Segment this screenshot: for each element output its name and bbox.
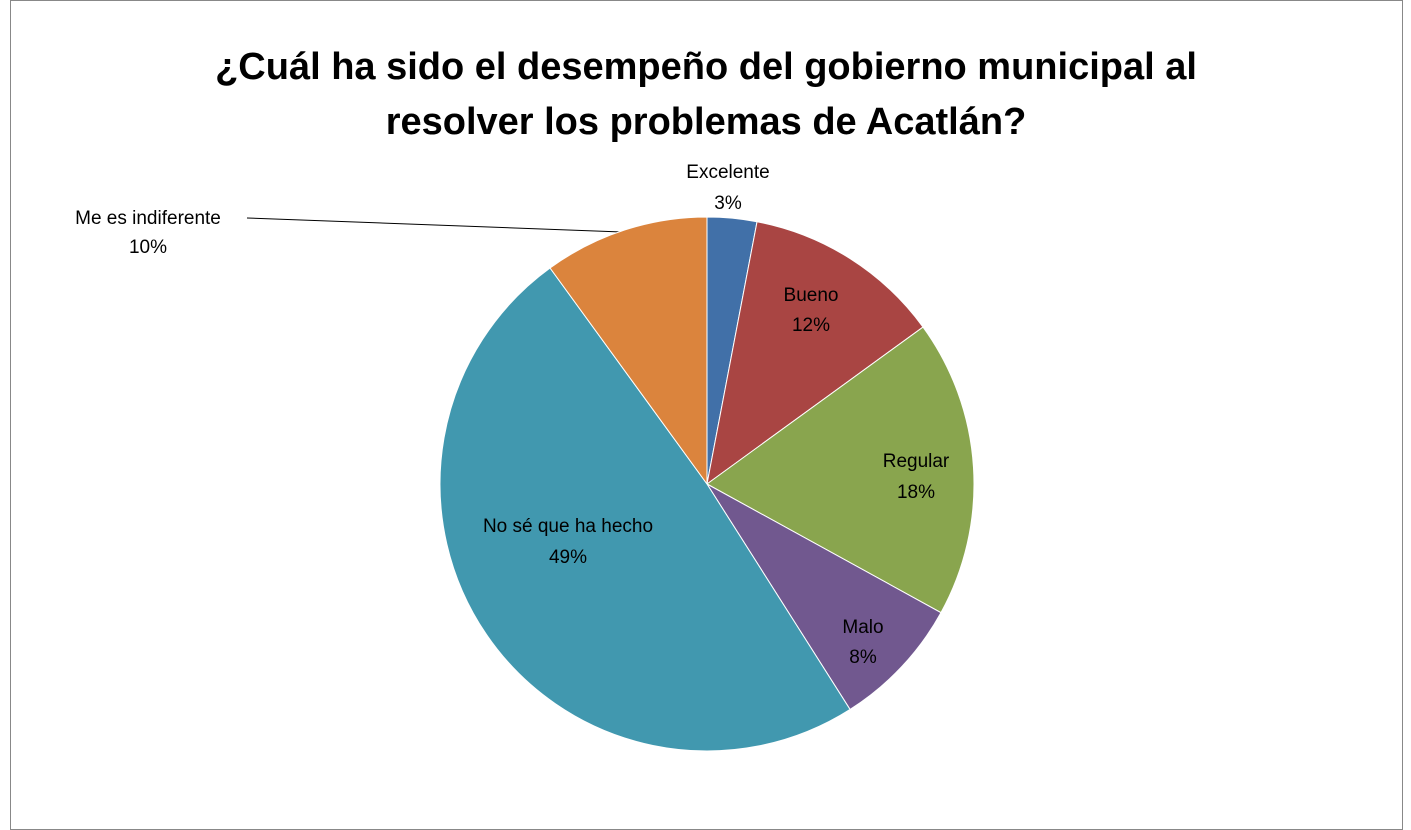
- slice-value-label: 12%: [792, 315, 830, 336]
- slice-label: Me es indiferente: [75, 208, 221, 229]
- pie-slice: [706, 326, 975, 614]
- slice-value-label: 8%: [849, 647, 877, 668]
- slice-label: Excelente: [686, 162, 769, 183]
- slice-label: Malo: [842, 617, 883, 638]
- slice-label: No sé que ha hecho: [483, 516, 653, 537]
- pie-slice: [549, 216, 708, 486]
- slice-label: Regular: [883, 451, 950, 472]
- slice-value-label: 10%: [129, 237, 167, 258]
- pie-slice: [706, 221, 924, 486]
- slice-value-label: 18%: [897, 482, 935, 503]
- pie-slice: [439, 267, 851, 752]
- slice-label: Bueno: [784, 285, 839, 306]
- chart-title: ¿Cuál ha sido el desempeño del gobierno …: [215, 46, 1197, 143]
- pie-slice: [706, 483, 942, 711]
- slice-value-label: 49%: [549, 547, 587, 568]
- slice-value-label: 3%: [714, 193, 742, 214]
- leader-line: [246, 217, 623, 233]
